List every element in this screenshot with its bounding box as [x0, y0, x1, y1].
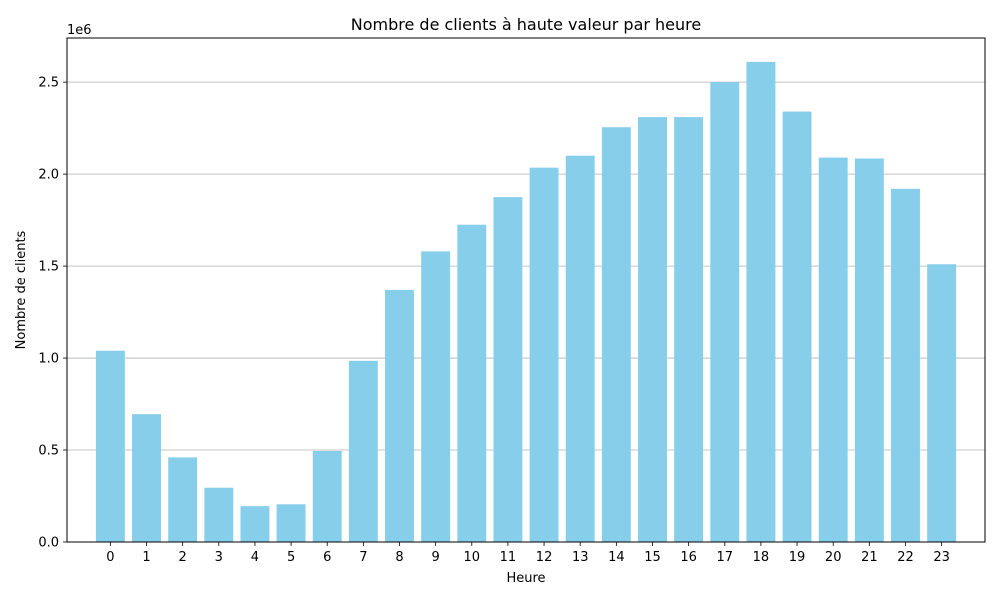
bar	[240, 506, 270, 542]
bar	[891, 188, 920, 542]
bar	[927, 264, 957, 542]
bar	[132, 414, 161, 542]
y-offset-label: 1e6	[67, 23, 92, 38]
bar	[493, 197, 523, 542]
x-tick-label: 17	[717, 550, 734, 565]
x-tick-label: 21	[861, 550, 878, 565]
x-axis-title: Heure	[506, 571, 545, 586]
y-ticks: 0.0 0.5 1.0 1.5 2.0 2.5	[38, 76, 67, 551]
x-tick-label: 10	[464, 550, 481, 565]
x-tick-label: 22	[897, 550, 914, 565]
x-tick-label: 12	[536, 550, 553, 565]
bar	[674, 117, 704, 543]
x-tick-label: 14	[608, 550, 625, 565]
y-tick-label: 2.5	[38, 76, 59, 91]
y-tick-label: 0.0	[38, 536, 59, 551]
bar	[204, 487, 234, 542]
plot-frame	[66, 37, 986, 543]
x-tick-label: 16	[680, 550, 697, 565]
bar	[385, 290, 414, 542]
y-tick-label: 2.0	[38, 168, 59, 183]
x-tick-label: 6	[323, 550, 331, 565]
x-tick-label: 11	[500, 550, 517, 565]
bar	[782, 111, 812, 542]
x-tick-label: 8	[395, 550, 403, 565]
x-tick-label: 5	[287, 550, 295, 565]
bar	[638, 117, 667, 543]
x-tick-label: 2	[179, 550, 187, 565]
bar	[457, 224, 487, 542]
x-tick-label: 15	[644, 550, 661, 565]
y-tick-label: 0.5	[38, 444, 59, 459]
y-axis-title: Nombre de clients	[14, 230, 29, 349]
x-tick-label: 4	[251, 550, 259, 565]
x-tick-label: 9	[432, 550, 440, 565]
x-tick-label: 23	[933, 550, 950, 565]
bar	[746, 61, 776, 542]
bar	[854, 158, 884, 542]
bar	[276, 504, 306, 542]
x-tick-label: 3	[215, 550, 223, 565]
bar	[818, 157, 848, 542]
bar	[168, 457, 198, 542]
chart-title: Nombre de clients à haute valeur par heu…	[351, 15, 701, 34]
x-tick-label: 0	[106, 550, 114, 565]
bar	[95, 350, 125, 542]
bar	[529, 167, 559, 542]
bar	[421, 251, 451, 543]
x-tick-label: 7	[359, 550, 367, 565]
bar	[710, 82, 740, 542]
bar	[312, 450, 342, 542]
x-tick-label: 20	[825, 550, 842, 565]
y-tick-label: 1.5	[38, 260, 59, 275]
bar	[601, 127, 631, 543]
x-tick-label: 19	[789, 550, 806, 565]
bars	[95, 61, 957, 543]
x-ticks: 0 1 2 3 4 5 6 7 8 9 10 11 12 13 14 15 16 17 18 19 20 21 22 23	[106, 542, 950, 565]
y-tick-label: 1.0	[38, 352, 59, 367]
x-tick-label: 1	[142, 550, 150, 565]
bar	[348, 360, 378, 542]
bar	[565, 155, 595, 542]
x-tick-label: 13	[572, 550, 589, 565]
x-tick-label: 18	[753, 550, 770, 565]
